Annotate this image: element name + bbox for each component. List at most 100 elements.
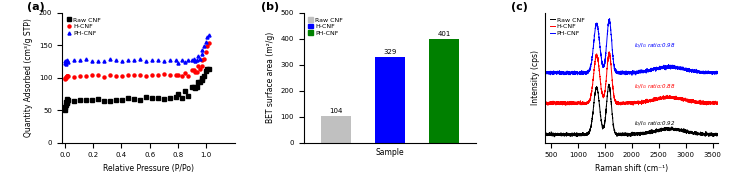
- H-CNF: [87, 74, 96, 76]
- PH-CNF: [177, 59, 186, 61]
- H-CNF: [81, 75, 90, 77]
- H-CNF: [203, 45, 211, 47]
- Text: I$_D$/I$_G$ ratio:0.98: I$_D$/I$_G$ ratio:0.98: [634, 42, 677, 51]
- PH-CNF: [200, 45, 208, 47]
- Bar: [321, 116, 351, 143]
- PH-CNF: [93, 60, 102, 62]
- Raw CNF: [62, 101, 71, 103]
- PH-CNF: [81, 58, 90, 60]
- Raw CNF: [203, 67, 211, 70]
- PH-CNF: [62, 59, 71, 62]
- H-CNF: [123, 74, 132, 76]
- H-CNF: [147, 74, 156, 76]
- PH-CNF: [105, 58, 114, 61]
- Raw CNF: [153, 97, 162, 99]
- Raw CNF: [62, 102, 71, 104]
- H-CNF: [571, 102, 580, 105]
- H-CNF: [93, 74, 102, 76]
- H-CNF: [710, 101, 719, 103]
- Line: H-CNF: H-CNF: [545, 52, 718, 105]
- Y-axis label: Quantity Adsorbed (cm³/g STP): Quantity Adsorbed (cm³/g STP): [24, 18, 34, 137]
- PH-CNF: [147, 59, 156, 61]
- Raw CNF: [541, 133, 550, 135]
- Line: PH-CNF: PH-CNF: [545, 19, 718, 75]
- H-CNF: [195, 68, 204, 70]
- Raw CNF: [710, 134, 719, 137]
- Text: 401: 401: [437, 31, 451, 37]
- H-CNF: [198, 65, 206, 67]
- H-CNF: [183, 75, 192, 77]
- Raw CNF: [117, 99, 126, 101]
- PH-CNF: [607, 38, 616, 40]
- H-CNF: [153, 74, 162, 76]
- Raw CNF: [177, 97, 186, 99]
- Line: Raw CNF: Raw CNF: [63, 67, 211, 112]
- Text: (a): (a): [28, 2, 45, 12]
- PH-CNF: [87, 59, 96, 62]
- Raw CNF: [198, 79, 206, 81]
- PH-CNF: [153, 59, 162, 61]
- Raw CNF: [105, 100, 114, 102]
- PH-CNF: [69, 59, 78, 61]
- PH-CNF: [615, 71, 623, 73]
- Raw CNF: [205, 68, 214, 70]
- H-CNF: [62, 75, 71, 78]
- H-CNF: [205, 42, 214, 44]
- X-axis label: Raman shift (cm⁻¹): Raman shift (cm⁻¹): [595, 164, 668, 173]
- H-CNF: [135, 73, 144, 76]
- Line: PH-CNF: PH-CNF: [63, 34, 211, 65]
- PH-CNF: [561, 72, 569, 74]
- Raw CNF: [183, 95, 192, 98]
- H-CNF: [615, 102, 623, 104]
- PH-CNF: [571, 72, 580, 74]
- Raw CNF: [195, 81, 204, 84]
- H-CNF: [63, 75, 71, 77]
- H-CNF: [129, 73, 138, 76]
- H-CNF: [607, 72, 616, 75]
- Text: (c): (c): [511, 2, 528, 12]
- PH-CNF: [61, 62, 69, 64]
- H-CNF: [177, 75, 186, 77]
- H-CNF: [190, 69, 198, 72]
- PH-CNF: [605, 18, 614, 20]
- Bar: [375, 57, 405, 143]
- H-CNF: [159, 73, 168, 75]
- Raw CNF: [87, 99, 96, 101]
- Raw CNF: [63, 98, 71, 101]
- Raw CNF: [714, 133, 722, 135]
- H-CNF: [193, 71, 202, 73]
- H-CNF: [63, 75, 72, 77]
- Raw CNF: [61, 109, 69, 111]
- H-CNF: [714, 103, 722, 105]
- Raw CNF: [147, 97, 156, 99]
- H-CNF: [165, 74, 174, 76]
- H-CNF: [112, 75, 120, 77]
- PH-CNF: [63, 59, 71, 61]
- PH-CNF: [75, 59, 84, 61]
- H-CNF: [75, 75, 84, 77]
- Text: I$_D$/I$_G$ ratio:0.92: I$_D$/I$_G$ ratio:0.92: [634, 119, 676, 128]
- Line: Raw CNF: Raw CNF: [545, 84, 718, 137]
- PH-CNF: [692, 70, 701, 72]
- PH-CNF: [61, 60, 70, 62]
- Line: H-CNF: H-CNF: [63, 41, 211, 81]
- Raw CNF: [75, 98, 84, 101]
- PH-CNF: [123, 59, 132, 61]
- H-CNF: [63, 75, 71, 77]
- Raw CNF: [165, 97, 174, 99]
- PH-CNF: [159, 60, 168, 62]
- PH-CNF: [190, 60, 199, 62]
- PH-CNF: [198, 53, 206, 55]
- PH-CNF: [112, 59, 120, 61]
- PH-CNF: [62, 60, 71, 62]
- Y-axis label: Intensity (cps): Intensity (cps): [531, 50, 540, 105]
- PH-CNF: [61, 63, 70, 65]
- H-CNF: [692, 101, 701, 103]
- Raw CNF: [604, 83, 613, 85]
- Raw CNF: [81, 99, 90, 102]
- H-CNF: [61, 77, 70, 79]
- H-CNF: [61, 78, 70, 80]
- Y-axis label: BET surface area (m²/g): BET surface area (m²/g): [266, 32, 275, 123]
- Raw CNF: [99, 100, 108, 102]
- Raw CNF: [63, 99, 72, 101]
